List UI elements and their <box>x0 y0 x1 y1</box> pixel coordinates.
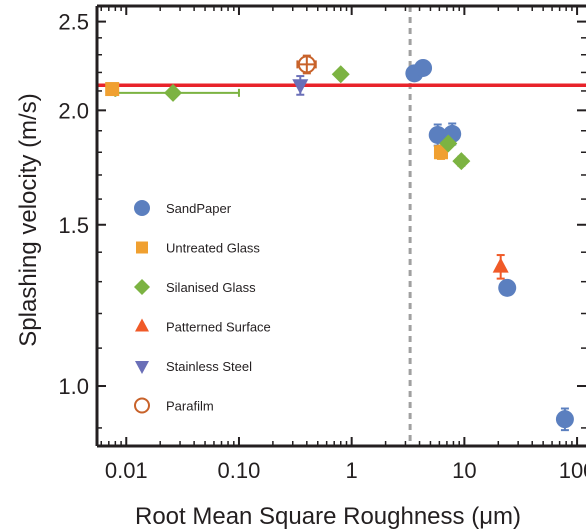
y-tick-label: 2.5 <box>58 10 89 35</box>
legend-label-silanised-glass: Silanised Glass <box>166 280 256 295</box>
sandpaper-point <box>414 58 433 77</box>
sandpaper-point <box>555 410 574 429</box>
x-axis-title: Root Mean Square Roughness (μm) <box>135 503 521 530</box>
legend: SandPaper Untreated Glass Silanised Glass P… <box>134 200 271 414</box>
sandpaper-point <box>428 125 447 144</box>
stainless-steel-point <box>292 79 309 95</box>
y-tick-label: 1.5 <box>58 213 89 238</box>
legend-label-parafilm: Parafilm <box>166 399 214 414</box>
legend-label-patterned-surface: Patterned Surface <box>166 320 271 335</box>
x-tick-label: 0.01 <box>105 458 148 483</box>
legend-marker-sandpaper <box>134 200 150 216</box>
legend-marker-silanised-glass <box>134 279 150 295</box>
plot-frame <box>95 4 586 448</box>
legend-label-untreated-glass: Untreated Glass <box>166 241 260 256</box>
silanised-glass-point <box>452 152 471 171</box>
legend-marker-stainless-steel <box>135 361 149 374</box>
legend-label-stainless-steel: Stainless Steel <box>166 359 252 374</box>
y-tick-label: 2.0 <box>58 98 89 123</box>
sandpaper-point <box>498 278 517 297</box>
untreated-glass-point <box>105 82 120 97</box>
legend-marker-parafilm <box>134 397 150 414</box>
data-points <box>105 55 574 429</box>
legend-marker-patterned-surface <box>135 318 149 332</box>
parafilm-point <box>297 55 316 74</box>
x-tick-label: 1 <box>346 458 358 483</box>
patterned-surface-point <box>492 257 509 273</box>
x-tick-label: 10 <box>452 458 476 483</box>
x-tick-label: 100 <box>559 458 586 483</box>
y-tick-label: 1.0 <box>58 374 89 399</box>
silanised-glass-point <box>164 83 183 102</box>
x-tick-label: 0.10 <box>218 458 261 483</box>
reference-lines <box>97 6 586 446</box>
axes: 0.01 0.10 1 10 100 1.0 1.5 2.0 2.5 <box>58 6 586 483</box>
y-axis-title: Splashing velocity (m/s) <box>15 93 42 346</box>
untreated-glass-point <box>433 145 448 160</box>
silanised-glass-point <box>439 134 458 153</box>
silanised-glass-point <box>331 65 350 84</box>
legend-marker-untreated-glass <box>136 241 148 254</box>
legend-label-sandpaper: SandPaper <box>166 201 232 216</box>
